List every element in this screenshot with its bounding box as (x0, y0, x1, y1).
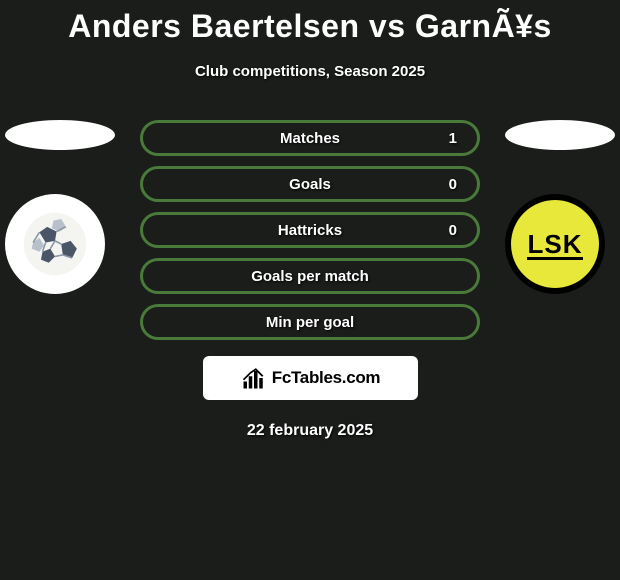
main-comparison-area: LSK Matches 1 Goals 0 Hattricks 0 Goals … (0, 120, 620, 340)
stats-column: Matches 1 Goals 0 Hattricks 0 Goals per … (140, 120, 480, 340)
player-left-avatar (5, 194, 105, 294)
stat-value-right: 0 (449, 222, 457, 239)
lsk-underline (527, 257, 583, 260)
brand-text: FcTables.com (272, 368, 381, 388)
stat-row-goals-per-match: Goals per match (140, 258, 480, 294)
stat-row-min-per-goal: Min per goal (140, 304, 480, 340)
player-right-flag (505, 120, 615, 150)
comparison-title: Anders Baertelsen vs GarnÃ¥s (0, 0, 620, 45)
comparison-subtitle: Club competitions, Season 2025 (0, 63, 620, 80)
player-right-badge: LSK (505, 194, 605, 294)
chart-icon (240, 364, 268, 392)
player-left-column (5, 120, 115, 294)
stat-row-hattricks: Hattricks 0 (140, 212, 480, 248)
stat-label: Goals per match (251, 268, 369, 285)
stat-label: Hattricks (278, 222, 342, 239)
stat-row-goals: Goals 0 (140, 166, 480, 202)
stat-label: Matches (280, 130, 340, 147)
player-left-flag (5, 120, 115, 150)
stat-row-matches: Matches 1 (140, 120, 480, 156)
stat-value-right: 1 (449, 130, 457, 147)
player-right-column: LSK (505, 120, 615, 294)
stat-value-right: 0 (449, 176, 457, 193)
stat-label: Min per goal (266, 314, 354, 331)
brand-badge[interactable]: FcTables.com (203, 356, 418, 400)
lsk-badge-text: LSK (528, 229, 583, 260)
stat-label: Goals (289, 176, 331, 193)
soccer-ball-icon (16, 205, 94, 283)
footer-date: 22 february 2025 (0, 422, 620, 440)
